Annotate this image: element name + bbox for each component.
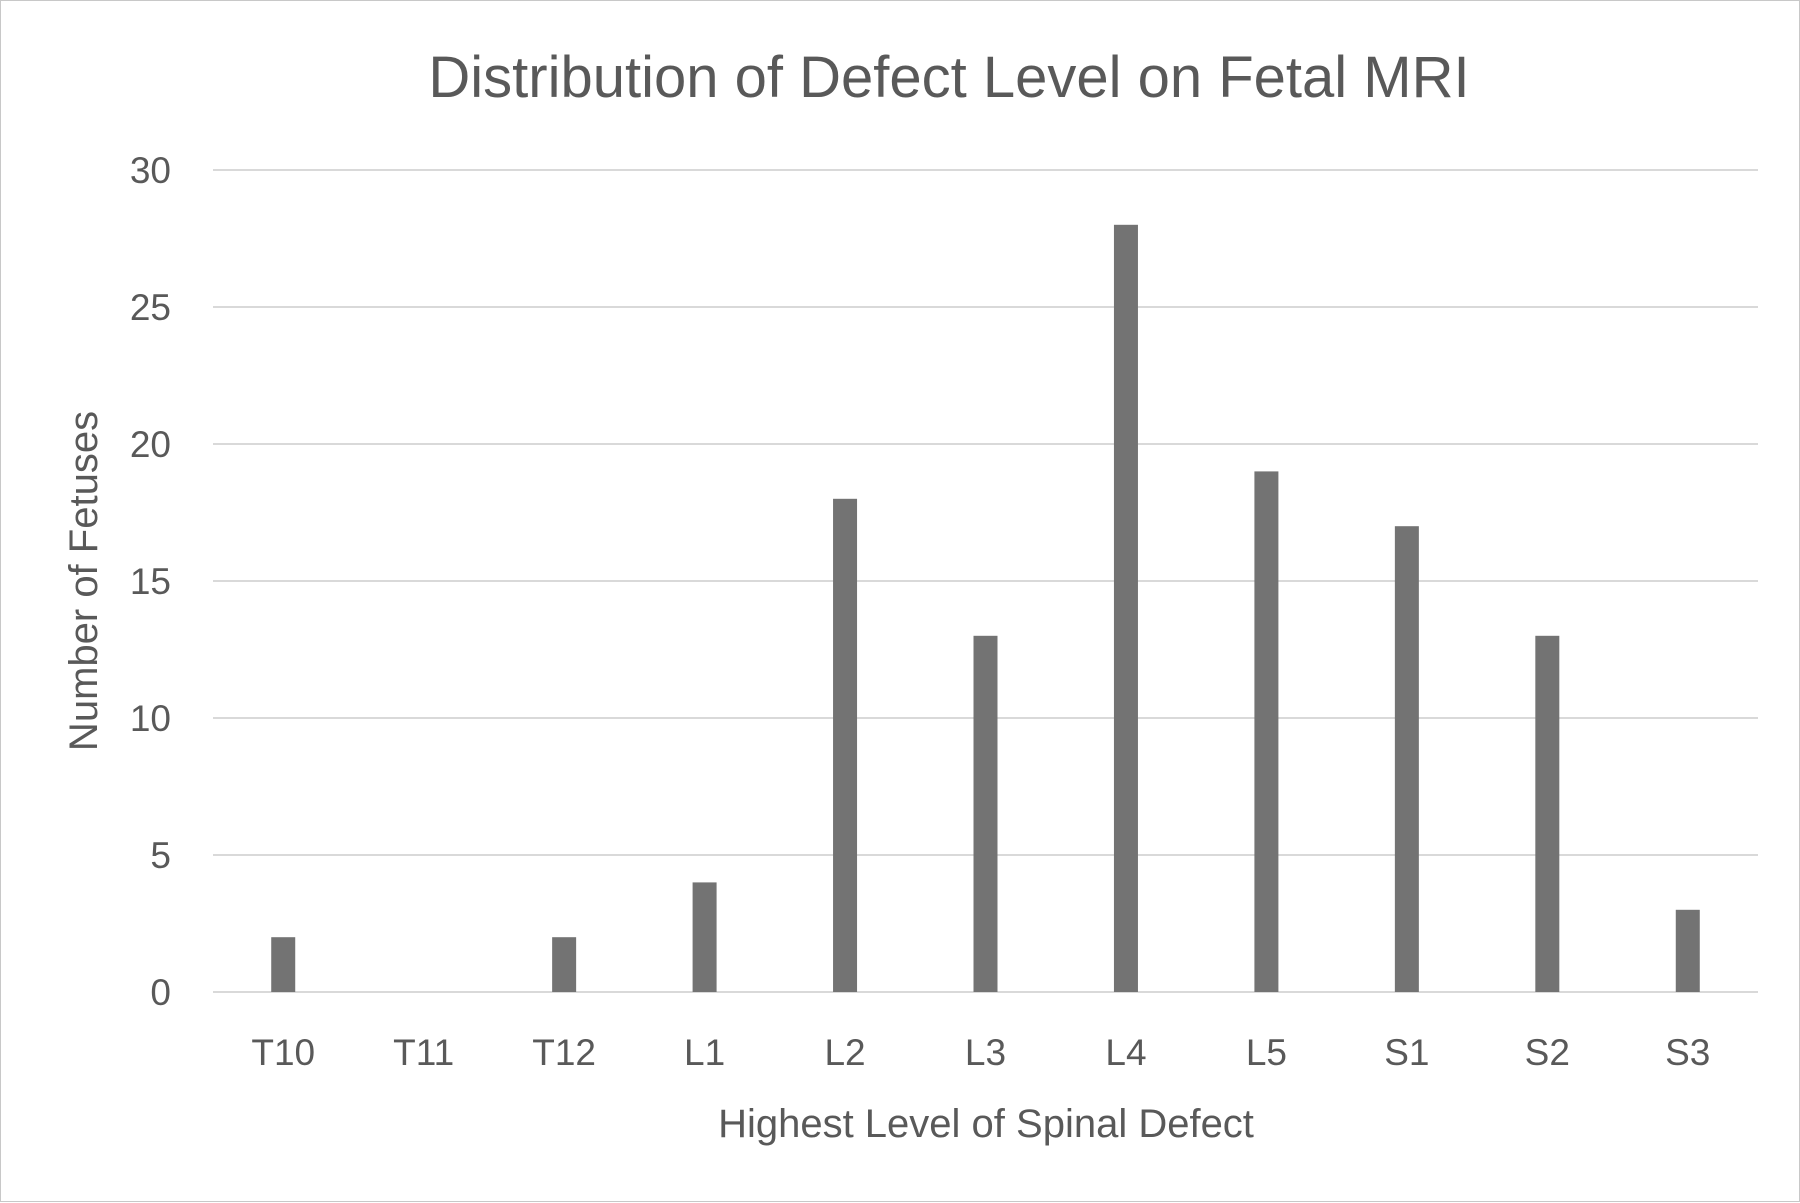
bar-t10 bbox=[271, 937, 296, 992]
bar-l5 bbox=[1254, 471, 1279, 992]
y-tick-label: 15 bbox=[130, 561, 171, 602]
y-tick-label: 0 bbox=[150, 972, 171, 1013]
x-tick-label: L1 bbox=[684, 1032, 725, 1073]
x-tick-label: L3 bbox=[965, 1032, 1006, 1073]
bar-t12 bbox=[552, 937, 577, 992]
x-tick-label: T10 bbox=[251, 1032, 315, 1073]
x-tick-label: S2 bbox=[1525, 1032, 1570, 1073]
bars bbox=[271, 224, 1700, 993]
x-tick-labels: T10 T11 T12 L1 L2 L3 L4 L5 S1 S2 S3 bbox=[251, 1032, 1710, 1073]
bar-l4 bbox=[1113, 224, 1138, 993]
x-axis-title: Highest Level of Spinal Defect bbox=[718, 1102, 1254, 1146]
chart-title: Distribution of Defect Level on Fetal MR… bbox=[428, 45, 1469, 110]
y-tick-label: 10 bbox=[130, 698, 171, 739]
y-axis-title: Number of Fetuses bbox=[62, 411, 106, 751]
y-tick-label: 20 bbox=[130, 424, 171, 465]
bar-s2 bbox=[1535, 635, 1560, 992]
x-tick-label: T11 bbox=[393, 1032, 454, 1073]
x-tick-label: L5 bbox=[1246, 1032, 1287, 1073]
y-tick-label: 30 bbox=[130, 150, 171, 191]
y-tick-label: 5 bbox=[150, 835, 171, 876]
y-tick-label: 25 bbox=[130, 287, 171, 328]
bar-l1 bbox=[692, 882, 717, 992]
x-tick-label: T12 bbox=[532, 1032, 596, 1073]
x-tick-label: L4 bbox=[1105, 1032, 1146, 1073]
bar-l3 bbox=[973, 635, 998, 992]
bar-s1 bbox=[1394, 526, 1419, 992]
y-tick-labels: 0 5 10 15 20 25 30 bbox=[130, 150, 171, 1013]
x-tick-label: S1 bbox=[1384, 1032, 1429, 1073]
bar-s3 bbox=[1675, 909, 1700, 992]
bar-l2 bbox=[833, 498, 858, 992]
x-tick-label: S3 bbox=[1665, 1032, 1710, 1073]
x-tick-label: L2 bbox=[824, 1032, 865, 1073]
